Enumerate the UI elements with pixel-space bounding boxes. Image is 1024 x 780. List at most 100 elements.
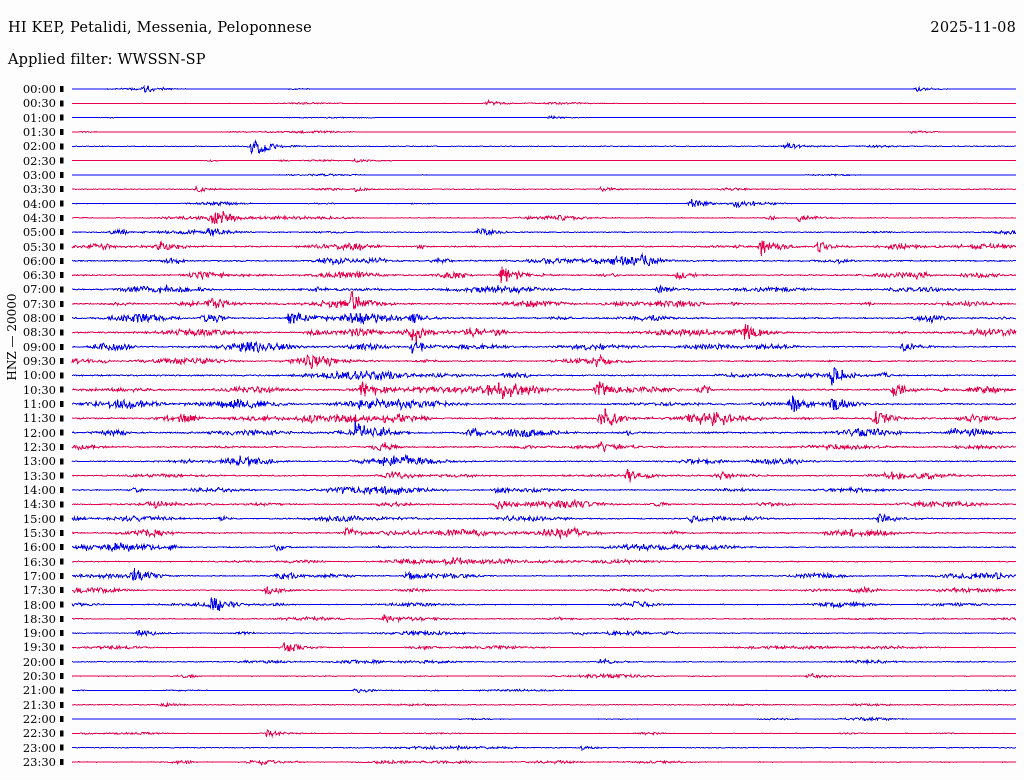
trace-row (71, 252, 1017, 267)
trace-row (71, 629, 1017, 638)
trace-row (71, 114, 1017, 120)
trace-row (71, 290, 1017, 310)
row-tick (60, 128, 64, 135)
row-tick (60, 759, 64, 766)
time-label: 06:30 (22, 268, 56, 283)
row-tick (60, 272, 64, 279)
trace-row (71, 324, 1017, 343)
trace-row (71, 614, 1017, 624)
time-label: 23:30 (22, 755, 56, 770)
trace-row (72, 210, 1017, 225)
row-tick (60, 486, 64, 493)
row-tick (60, 315, 64, 322)
row-tick (60, 458, 64, 465)
trace-row (71, 353, 1017, 370)
trace-row (71, 366, 1017, 386)
row-tick (60, 415, 64, 422)
trace-row (71, 311, 1017, 326)
page-title: HI KEP, Petalidi, Messenia, Peloponnese (8, 20, 312, 36)
row-tick (60, 114, 64, 121)
time-label: 03:00 (22, 167, 56, 182)
time-label: 09:30 (22, 354, 56, 369)
time-label: 12:30 (22, 440, 56, 454)
time-label: 14:00 (22, 482, 56, 497)
row-tick (60, 329, 64, 336)
time-label: 07:30 (22, 296, 56, 311)
time-label: 18:30 (22, 611, 56, 626)
time-label: 13:30 (22, 468, 56, 483)
trace-row (71, 381, 1017, 399)
row-tick (60, 444, 64, 450)
row-tick (60, 429, 64, 436)
time-label: 09:00 (22, 339, 56, 354)
time-label: 16:00 (22, 540, 56, 555)
trace-row (71, 199, 1017, 209)
row-tick (60, 687, 64, 694)
row-tick (60, 200, 64, 207)
applied-filter-label: Applied filter: WWSSN-SP (8, 52, 206, 68)
row-tick (60, 587, 64, 594)
row-tick (60, 343, 64, 350)
time-label: 19:30 (22, 640, 56, 655)
row-tick (60, 100, 64, 107)
time-label: 06:00 (22, 253, 56, 268)
time-label: 01:30 (22, 124, 56, 139)
helicorder-plot (0, 78, 1024, 778)
row-tick (60, 601, 64, 608)
row-tick (60, 673, 64, 680)
time-label: 12:00 (22, 425, 56, 440)
trace-row (71, 485, 1017, 496)
row-tick (60, 257, 64, 264)
time-label: 23:00 (22, 740, 56, 755)
trace-row (71, 185, 1017, 193)
row-tick (60, 744, 64, 751)
trace-row (71, 453, 1017, 467)
row-tick (60, 730, 64, 737)
trace-row (71, 441, 1017, 453)
trace-row (71, 641, 1016, 652)
trace-row (71, 585, 1017, 596)
trace-row (71, 468, 1017, 483)
trace-row (71, 672, 1017, 680)
row-tick (60, 86, 64, 92)
trace-row (71, 701, 1017, 708)
time-label: 02:00 (22, 139, 56, 154)
trace-row (71, 542, 1017, 553)
trace-row (71, 85, 1017, 93)
time-label: 02:30 (22, 153, 56, 168)
time-label: 05:30 (22, 239, 56, 254)
time-label: 16:30 (22, 554, 56, 569)
time-label: 22:00 (22, 712, 56, 727)
row-tick (60, 716, 64, 723)
trace-row (71, 744, 1017, 752)
trace-row (71, 729, 1017, 738)
trace-row (71, 395, 1017, 413)
record-date: 2025-11-08 (930, 20, 1016, 36)
trace-row (71, 556, 1017, 567)
trace-row (71, 420, 1017, 438)
time-label: 21:30 (22, 697, 56, 712)
row-tick (60, 515, 64, 522)
row-tick (60, 658, 64, 665)
row-tick (60, 644, 64, 651)
time-label: 05:00 (22, 225, 56, 240)
time-label: 08:30 (22, 325, 56, 340)
time-label: 08:00 (22, 311, 56, 326)
time-label: 03:30 (22, 182, 56, 197)
row-tick (60, 157, 64, 164)
row-tick (60, 243, 64, 250)
time-label: 10:00 (22, 368, 56, 383)
time-label: 18:00 (22, 597, 56, 612)
row-tick (60, 229, 64, 236)
time-label: 15:30 (22, 525, 56, 540)
trace-row (71, 129, 1017, 135)
row-tick (60, 529, 64, 536)
trace-row (71, 139, 1017, 155)
time-label: 00:30 (22, 96, 56, 111)
trace-row (71, 266, 1017, 284)
trace-row (71, 240, 1017, 256)
time-label: 04:30 (22, 210, 56, 225)
trace-row (71, 340, 1017, 354)
row-tick (60, 358, 64, 365)
